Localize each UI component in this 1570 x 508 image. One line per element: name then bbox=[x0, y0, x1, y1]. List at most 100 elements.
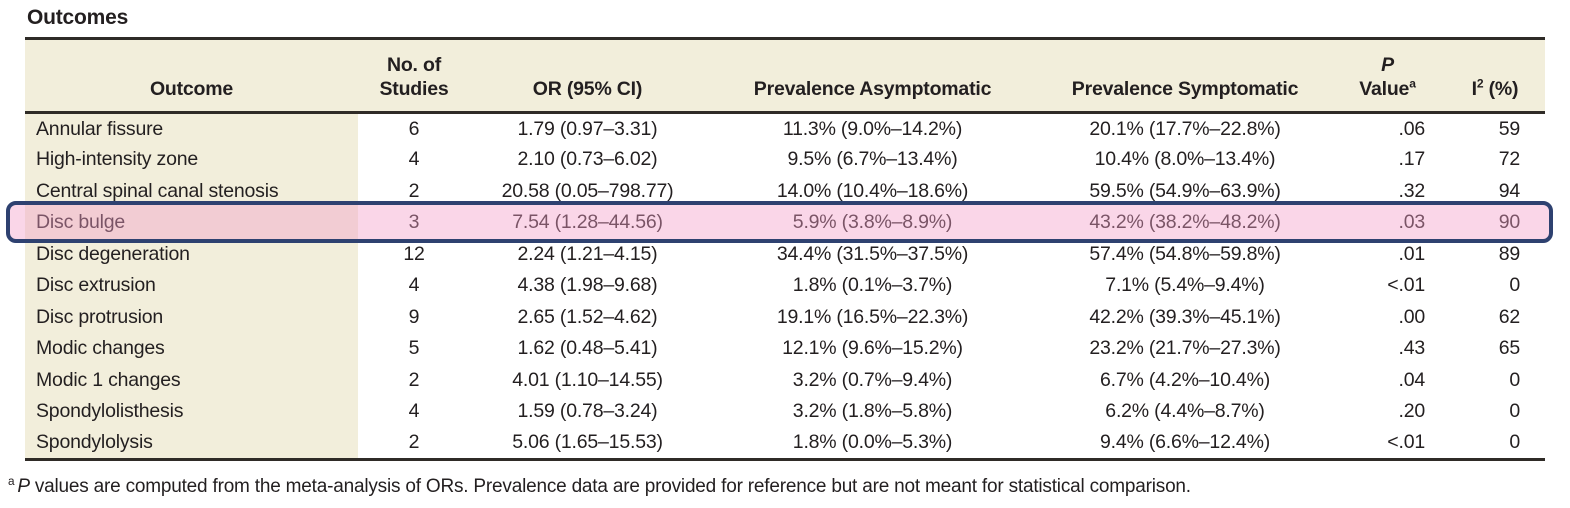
cell-p-value: <.01 bbox=[1387, 274, 1425, 297]
cell-prevalence-symptomatic: 20.1% (17.7%–22.8%) bbox=[1089, 117, 1281, 140]
cell-outcome: Modic 1 changes bbox=[25, 364, 358, 396]
header-i-squared-sup: 2 bbox=[1476, 76, 1484, 91]
cell-prevalence-asymptomatic: 1.8% (0.0%–5.3%) bbox=[792, 431, 953, 453]
cell-or-ci: 4.01 (1.10–14.55) bbox=[512, 368, 663, 391]
cell-outcome: Central spinal canal stenosis bbox=[25, 175, 358, 207]
header-or-ci: OR (95% CI) bbox=[470, 38, 705, 114]
cell-or-ci: 1.62 (0.48–5.41) bbox=[517, 337, 658, 360]
cell-no-of-studies: 4 bbox=[408, 400, 420, 423]
table-row: Modic changes 5 1.62 (0.48–5.41) 12.1% (9.6… bbox=[25, 333, 1545, 365]
table-title: Outcomes bbox=[27, 6, 129, 29]
cell-i-squared: 59 bbox=[1498, 117, 1520, 140]
cell-prevalence-symptomatic: 6.2% (4.4%–8.7%) bbox=[1105, 400, 1265, 423]
header-p-value: P Valuea bbox=[1330, 38, 1445, 114]
cell-prevalence-symptomatic: 42.2% (39.3%–45.1%) bbox=[1089, 305, 1281, 328]
footnote-p-italic: P bbox=[17, 476, 30, 497]
cell-i-squared: 0 bbox=[1509, 400, 1520, 423]
cell-no-of-studies: 5 bbox=[408, 337, 420, 360]
table-row: High-intensity zone 4 2.10 (0.73–6.02) 9.5%… bbox=[25, 144, 1545, 176]
cell-p-value: <.01 bbox=[1387, 431, 1425, 453]
cell-prevalence-asymptomatic: 3.2% (0.7%–9.4%) bbox=[792, 368, 953, 391]
cell-i-squared: 90 bbox=[1498, 211, 1520, 234]
cell-outcome: Modic changes bbox=[25, 333, 358, 365]
table-row: Modic 1 changes 2 4.01 (1.10–14.55) 3.2% (0… bbox=[25, 364, 1545, 396]
cell-or-ci: 5.06 (1.65–15.53) bbox=[512, 431, 663, 453]
footnote-superscript: a bbox=[8, 474, 15, 488]
cell-no-of-studies: 3 bbox=[408, 211, 420, 234]
cell-or-ci: 20.58 (0.05–798.77) bbox=[501, 179, 674, 202]
table-row: Spondylolysis 2 5.06 (1.65–15.53) 1.8% (0.0… bbox=[25, 427, 1545, 459]
cell-prevalence-asymptomatic: 5.9% (3.8%–8.9%) bbox=[792, 211, 953, 234]
table-row: Disc protrusion 9 2.65 (1.52–4.62) 19.1% (1… bbox=[25, 301, 1545, 333]
header-i-squared-unit: (%) bbox=[1488, 78, 1519, 101]
cell-p-value: .06 bbox=[1398, 117, 1425, 140]
header-prevalence-asymptomatic: Prevalence Asymptomatic bbox=[705, 38, 1040, 114]
cell-no-of-studies: 9 bbox=[408, 305, 420, 328]
header-no-of-studies: No. of Studies bbox=[358, 38, 470, 114]
cell-prevalence-symptomatic: 59.5% (54.9%–63.9%) bbox=[1089, 179, 1281, 202]
cell-p-value: .01 bbox=[1398, 242, 1425, 265]
cell-no-of-studies: 6 bbox=[408, 117, 420, 140]
cell-prevalence-symptomatic: 43.2% (38.2%–48.2%) bbox=[1089, 211, 1281, 234]
cell-p-value: .04 bbox=[1398, 368, 1425, 391]
cell-no-of-studies: 4 bbox=[408, 148, 420, 171]
cell-p-value: .17 bbox=[1398, 148, 1425, 171]
cell-or-ci: 2.65 (1.52–4.62) bbox=[517, 305, 658, 328]
cell-p-value: .43 bbox=[1398, 337, 1425, 360]
cell-outcome: High-intensity zone bbox=[25, 144, 358, 176]
cell-outcome: Disc protrusion bbox=[25, 301, 358, 333]
table-row: Spondylolisthesis 4 1.59 (0.78–3.24) 3.2% (… bbox=[25, 396, 1545, 428]
cell-prevalence-asymptomatic: 34.4% (31.5%–37.5%) bbox=[776, 242, 969, 265]
cell-outcome: Spondylolysis bbox=[25, 427, 358, 459]
table-row: Disc extrusion 4 4.38 (1.98–9.68) 1.8% (0.1… bbox=[25, 270, 1545, 302]
cell-prevalence-asymptomatic: 11.3% (9.0%–14.2%) bbox=[782, 117, 963, 140]
cell-i-squared: 0 bbox=[1509, 274, 1520, 297]
cell-no-of-studies: 2 bbox=[408, 368, 420, 391]
outcomes-table: Outcome No. of Studies OR (95% CI) Preva… bbox=[25, 37, 1545, 461]
cell-outcome: Disc degeneration bbox=[25, 238, 358, 270]
cell-prevalence-asymptomatic: 9.5% (6.7%–13.4%) bbox=[787, 148, 958, 171]
header-no-of-studies-line1: No. of bbox=[386, 54, 442, 77]
table-row: Annular fissure 6 1.79 (0.97–3.31) 11.3% (9… bbox=[25, 112, 1545, 144]
cell-or-ci: 7.54 (1.28–44.56) bbox=[512, 211, 663, 234]
cell-prevalence-symptomatic: 23.2% (21.7%–27.3%) bbox=[1089, 337, 1281, 360]
header-i-squared-base: I bbox=[1471, 78, 1477, 101]
table-row: Central spinal canal stenosis 2 20.58 (0.0… bbox=[25, 175, 1545, 207]
table-row: Disc degeneration 12 2.24 (1.21–4.15) 34.4%… bbox=[25, 238, 1545, 270]
cell-no-of-studies: 2 bbox=[408, 431, 420, 453]
cell-prevalence-symptomatic: 9.4% (6.6%–12.4%) bbox=[1099, 431, 1271, 453]
cell-no-of-studies: 4 bbox=[408, 274, 420, 297]
table-row: Disc bulge 3 7.54 (1.28–44.56) 5.9% (3.8%–8… bbox=[25, 207, 1545, 239]
cell-i-squared: 0 bbox=[1509, 368, 1520, 391]
header-p-value-letter: P bbox=[1381, 54, 1394, 77]
cell-p-value: .20 bbox=[1398, 400, 1425, 423]
cell-prevalence-symptomatic: 10.4% (8.0%–13.4%) bbox=[1094, 148, 1276, 171]
cell-i-squared: 94 bbox=[1498, 179, 1520, 202]
cell-outcome: Disc bulge bbox=[25, 207, 358, 239]
header-p-value-word-line: Valuea bbox=[1330, 78, 1445, 102]
cell-or-ci: 4.38 (1.98–9.68) bbox=[517, 274, 658, 297]
cell-or-ci: 2.24 (1.21–4.15) bbox=[517, 242, 658, 265]
cell-i-squared: 62 bbox=[1498, 305, 1520, 328]
cell-i-squared: 89 bbox=[1498, 242, 1520, 265]
header-outcome: Outcome bbox=[25, 38, 358, 114]
table-header: Outcome No. of Studies OR (95% CI) Preva… bbox=[25, 38, 1545, 114]
cell-i-squared: 72 bbox=[1498, 148, 1520, 171]
header-row: Outcome No. of Studies OR (95% CI) Preva… bbox=[25, 38, 1545, 114]
cell-or-ci: 2.10 (0.73–6.02) bbox=[517, 148, 658, 171]
header-p-value-superscript: a bbox=[1409, 76, 1416, 91]
header-no-of-studies-line2: Studies bbox=[379, 78, 449, 101]
cell-no-of-studies: 12 bbox=[403, 242, 425, 265]
cell-prevalence-asymptomatic: 19.1% (16.5%–22.3%) bbox=[776, 305, 969, 328]
cell-i-squared: 65 bbox=[1498, 337, 1520, 360]
cell-or-ci: 1.59 (0.78–3.24) bbox=[517, 400, 658, 423]
cell-i-squared: 0 bbox=[1509, 431, 1520, 453]
cell-prevalence-asymptomatic: 12.1% (9.6%–15.2%) bbox=[782, 337, 963, 360]
cell-p-value: .32 bbox=[1398, 179, 1425, 202]
cell-or-ci: 1.79 (0.97–3.31) bbox=[517, 117, 658, 140]
cell-prevalence-symptomatic: 57.4% (54.8%–59.8%) bbox=[1089, 242, 1281, 265]
cell-prevalence-symptomatic: 6.7% (4.2%–10.4%) bbox=[1099, 368, 1271, 391]
cell-outcome: Disc extrusion bbox=[25, 270, 358, 302]
